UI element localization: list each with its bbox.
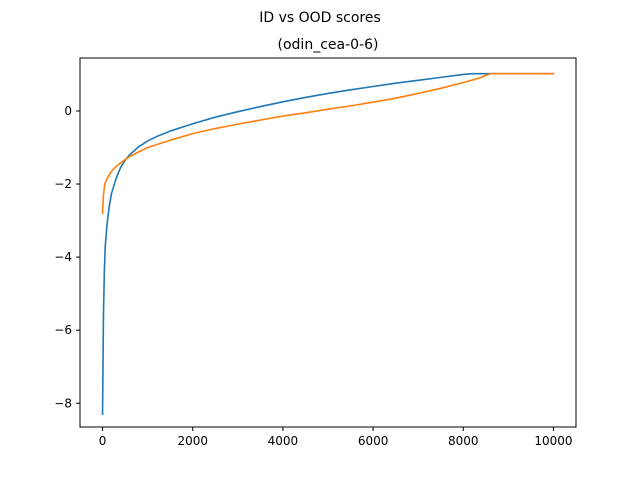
chart-subtitle: (odin_cea-0-6) bbox=[278, 37, 379, 53]
y-tick-label: 0 bbox=[64, 104, 72, 118]
chart-title: ID vs OOD scores bbox=[259, 10, 381, 26]
series-line-2 bbox=[101, 72, 555, 215]
y-tick-label: −8 bbox=[54, 396, 72, 410]
x-tick-label: 10000 bbox=[534, 434, 572, 448]
y-tick-label: −2 bbox=[54, 177, 72, 191]
x-tick-label: 6000 bbox=[358, 434, 389, 448]
plot-area bbox=[101, 72, 555, 416]
axis-ticks: 0 2000 4000 6000 8000 10000 −8 −6 −4 −2 0 bbox=[54, 104, 572, 448]
y-tick-label: −6 bbox=[54, 323, 72, 337]
x-tick-label: 2000 bbox=[177, 434, 208, 448]
x-tick-label: 0 bbox=[99, 434, 107, 448]
axes-frame bbox=[79, 57, 577, 428]
x-tick-label: 8000 bbox=[448, 434, 479, 448]
x-tick-label: 4000 bbox=[268, 434, 299, 448]
y-tick-label: −4 bbox=[54, 250, 72, 264]
series-line-1 bbox=[101, 72, 555, 416]
